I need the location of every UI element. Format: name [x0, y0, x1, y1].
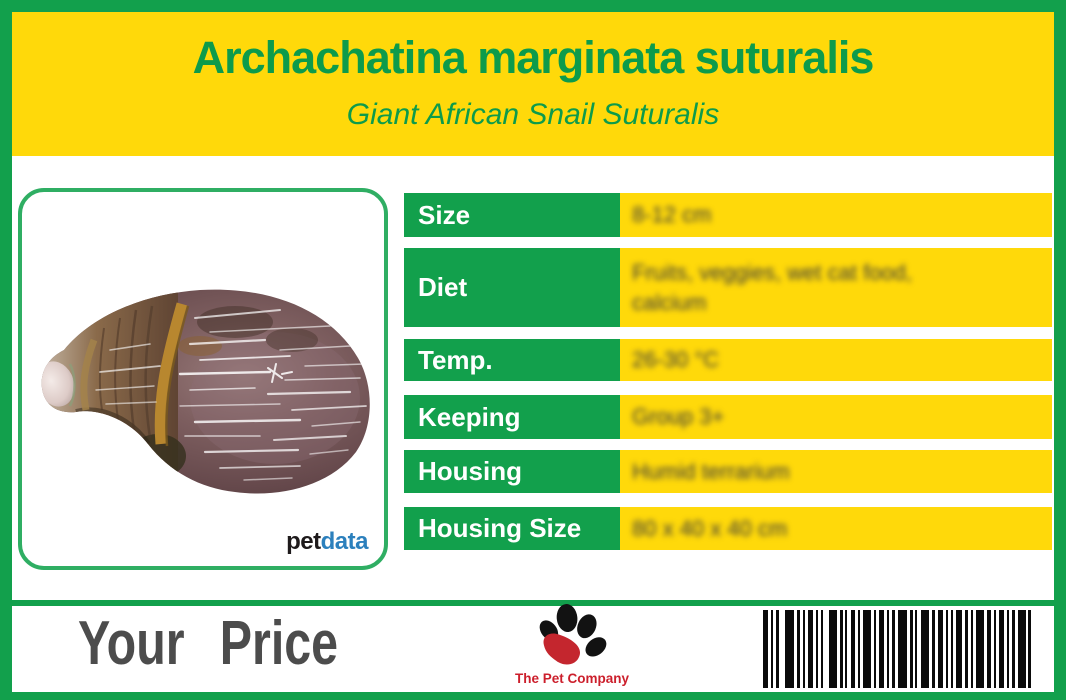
- species-title: Archachatina marginata suturalis: [192, 32, 875, 83]
- spec-label: Diet: [404, 248, 620, 327]
- snail-shell-photo: [41, 289, 370, 494]
- petdata-logo-pet: pet: [286, 528, 321, 555]
- header: Archachatina marginata suturalis Giant A…: [12, 12, 1054, 156]
- spec-value: 80 x 40 x 40 cm: [620, 507, 1052, 550]
- species-common-name: Giant African Snail Suturalis: [346, 98, 720, 131]
- spec-label: Size: [404, 193, 620, 237]
- spec-row-keeping: Keeping Group 3+: [404, 395, 1052, 439]
- frame-left: [0, 0, 12, 700]
- spec-row-housing-size: Housing Size 80 x 40 x 40 cm: [404, 507, 1052, 550]
- frame-right: [1054, 0, 1066, 700]
- spec-row-size: Size 8-12 cm: [404, 193, 1052, 237]
- spec-label: Housing Size: [404, 507, 620, 550]
- petdata-logo: petdata: [286, 528, 368, 556]
- barcode: [763, 610, 1031, 688]
- spec-label: Housing: [404, 450, 620, 493]
- footer-divider: [0, 600, 1066, 606]
- spec-label: Keeping: [404, 395, 620, 439]
- spec-value: Fruits, veggies, wet cat food, calcium: [620, 248, 1052, 327]
- spec-row-temp: Temp. 26-30 °C: [404, 339, 1052, 381]
- pet-company-name: The Pet Company: [514, 671, 630, 686]
- frame-bottom: [0, 692, 1066, 700]
- photo-panel: petdata: [18, 188, 388, 570]
- spec-value: Group 3+: [620, 395, 1052, 439]
- spec-row-housing: Housing Humid terrarium: [404, 450, 1052, 493]
- petdata-logo-data: data: [320, 528, 369, 555]
- spec-label: Temp.: [404, 339, 620, 381]
- spec-value: Humid terrarium: [620, 450, 1052, 493]
- frame-top: [0, 0, 1066, 12]
- paw-icon: [539, 604, 607, 665]
- pet-company-logo: The Pet Company: [512, 604, 632, 686]
- price-label: Your Price: [78, 609, 339, 678]
- spec-row-diet: Diet Fruits, veggies, wet cat food, calc…: [404, 248, 1052, 327]
- spec-value: 26-30 °C: [620, 339, 1052, 381]
- spec-value: 8-12 cm: [620, 193, 1052, 237]
